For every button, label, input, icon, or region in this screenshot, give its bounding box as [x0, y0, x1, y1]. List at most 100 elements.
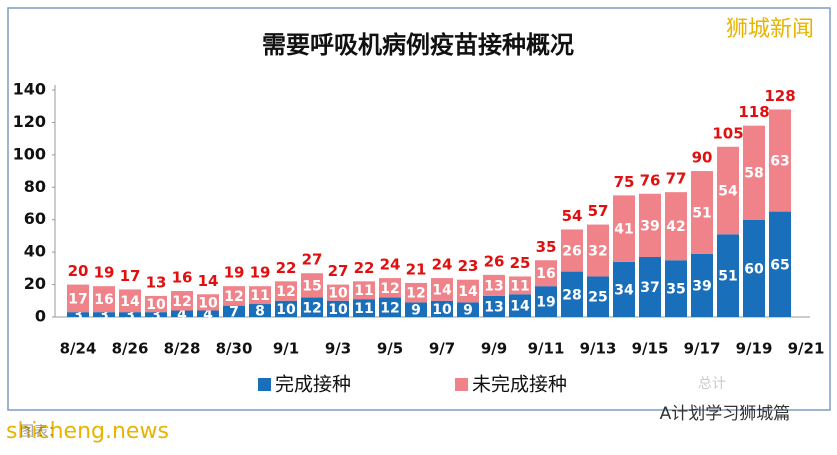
data-label: 14: [120, 294, 140, 310]
total-label: 19: [224, 264, 245, 282]
data-label: 14: [458, 284, 478, 300]
data-label: 3: [151, 308, 161, 324]
x-tick-label: 8/24: [60, 340, 97, 358]
watermark: 总计: [698, 376, 726, 392]
data-label: 25: [588, 290, 607, 306]
x-tick-label: 9/5: [377, 340, 403, 358]
total-label: 19: [250, 264, 271, 282]
data-label: 14: [432, 282, 452, 298]
y-tick-label: 60: [24, 209, 46, 228]
watermark: 图表：: [20, 424, 62, 440]
total-label: 57: [588, 202, 609, 220]
bar-segment: [665, 192, 687, 261]
data-label: 10: [276, 302, 296, 318]
data-label: 13: [484, 299, 503, 315]
data-label: 10: [328, 286, 348, 302]
bar-segment: [197, 294, 219, 311]
bar-segment: [743, 219, 765, 317]
x-tick-label: 9/9: [481, 340, 507, 358]
legend-swatch: [258, 378, 271, 391]
total-label: 19: [94, 264, 115, 282]
bar-segment: [171, 310, 193, 317]
bar-segment: [275, 300, 297, 317]
chart-title: 需要呼吸机病例疫苗接种概况: [262, 31, 574, 59]
total-label: 22: [354, 259, 375, 277]
bar-segment: [223, 305, 245, 317]
data-label: 65: [770, 257, 789, 273]
bar-segment: [639, 193, 661, 258]
y-tick-label: 100: [13, 144, 46, 163]
bar-segment: [769, 109, 791, 212]
watermark: A计划学习狮城篇: [660, 404, 791, 424]
data-label: 28: [562, 287, 581, 303]
bar-segment: [379, 297, 401, 317]
bar-segment: [587, 276, 609, 317]
data-label: 7: [229, 304, 239, 320]
bar-segment: [483, 274, 505, 296]
x-tick-label: 9/13: [580, 340, 617, 358]
data-label: 12: [406, 286, 425, 302]
total-label: 77: [666, 170, 687, 188]
total-label: 24: [380, 256, 401, 274]
y-tick-label: 140: [13, 80, 46, 99]
bar-segment: [561, 271, 583, 317]
data-label: 39: [640, 218, 659, 234]
data-label: 12: [276, 284, 295, 300]
data-label: 4: [177, 307, 187, 323]
data-label: 37: [640, 280, 659, 296]
data-label: 4: [203, 307, 213, 323]
total-label: 21: [406, 260, 427, 278]
bar-segment: [249, 304, 271, 317]
bar-segment: [145, 312, 167, 317]
bar-segment: [197, 310, 219, 317]
y-tick-label: 0: [35, 307, 46, 326]
total-label: 35: [536, 238, 557, 256]
data-label: 60: [744, 261, 764, 277]
watermark: shicheng.news: [6, 419, 169, 444]
data-label: 3: [99, 308, 109, 324]
y-tick-label: 20: [24, 274, 46, 293]
bar-segment: [769, 211, 791, 317]
data-label: 10: [432, 302, 452, 318]
bar-segment: [93, 286, 115, 313]
bar-segment: [717, 234, 739, 317]
data-label: 11: [354, 301, 373, 317]
bar-segment: [67, 312, 89, 317]
data-label: 41: [614, 222, 633, 238]
data-label: 10: [146, 297, 166, 313]
bar-segment: [327, 284, 349, 301]
data-label: 58: [744, 166, 763, 182]
bar-segment: [535, 260, 557, 287]
data-label: 42: [666, 219, 685, 235]
bar-segment: [639, 257, 661, 317]
watermark: 狮城新闻: [726, 17, 814, 42]
data-label: 12: [224, 289, 243, 305]
y-tick-label: 80: [24, 177, 46, 196]
x-tick-label: 8/30: [216, 340, 253, 358]
total-label: 118: [738, 103, 769, 121]
bar-segment: [405, 302, 427, 317]
total-label: 90: [692, 149, 713, 167]
total-label: 14: [198, 272, 219, 290]
bar-segment: [457, 279, 479, 303]
bar-segment: [119, 289, 141, 313]
legend-label: 未完成接种: [472, 374, 567, 396]
bar-segment: [67, 284, 89, 313]
data-label: 54: [718, 184, 738, 200]
bar-segment: [353, 281, 375, 300]
bar-segment: [171, 291, 193, 311]
bar-segment: [587, 224, 609, 277]
bar-segment: [301, 273, 323, 298]
x-tick-label: 9/11: [528, 340, 565, 358]
total-label: 26: [484, 252, 505, 270]
legend-label: 完成接种: [275, 374, 351, 396]
data-label: 12: [380, 281, 399, 297]
data-label: 51: [718, 269, 737, 285]
bar-segment: [431, 278, 453, 301]
x-tick-label: 8/26: [112, 340, 149, 358]
total-label: 16: [172, 269, 193, 287]
x-tick-label: 9/3: [325, 340, 351, 358]
data-label: 9: [411, 303, 421, 319]
x-tick-label: 9/21: [788, 340, 825, 358]
